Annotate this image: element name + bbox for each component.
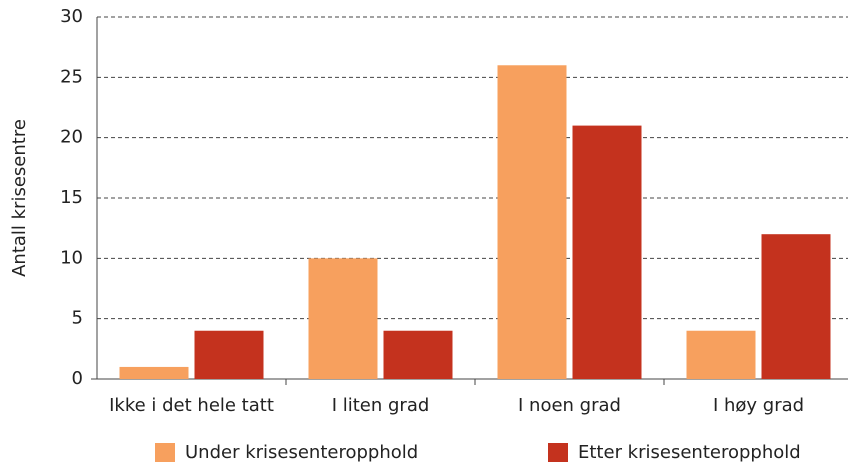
legend-label: Under krisesenteropphold [185,442,418,462]
y-tick-label: 20 [60,127,83,148]
x-tick-label: Ikke i det hele tatt [109,395,274,416]
bar [761,234,831,379]
y-tick-label: 30 [60,6,83,27]
x-tick-label: I liten grad [332,395,430,416]
legend-swatch [548,443,568,462]
bar [308,258,378,379]
y-tick-label: 5 [72,308,83,329]
y-axis-label: Antall krisesentre [9,119,30,277]
x-tick-label: I noen grad [518,395,621,416]
x-tick-label: I høy grad [713,395,804,416]
bar [194,330,264,379]
bar [383,330,453,379]
legend-label: Etter krisesenteropphold [578,442,801,462]
y-tick-label: 25 [60,66,83,87]
bar [119,366,189,379]
bar [497,65,567,380]
bar [572,125,642,379]
bar [686,330,756,379]
legend-swatch [155,443,175,462]
y-tick-label: 0 [72,368,83,389]
y-tick-label: 15 [60,187,83,208]
y-tick-label: 10 [60,247,83,268]
